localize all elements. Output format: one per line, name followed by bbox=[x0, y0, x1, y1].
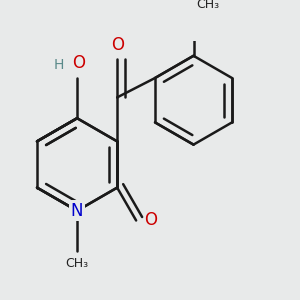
Text: CH₃: CH₃ bbox=[196, 0, 219, 11]
Text: O: O bbox=[145, 212, 158, 230]
Text: N: N bbox=[71, 202, 83, 220]
Text: CH₃: CH₃ bbox=[65, 257, 89, 270]
Text: H: H bbox=[54, 58, 64, 72]
Text: O: O bbox=[72, 54, 85, 72]
Text: O: O bbox=[111, 36, 124, 54]
